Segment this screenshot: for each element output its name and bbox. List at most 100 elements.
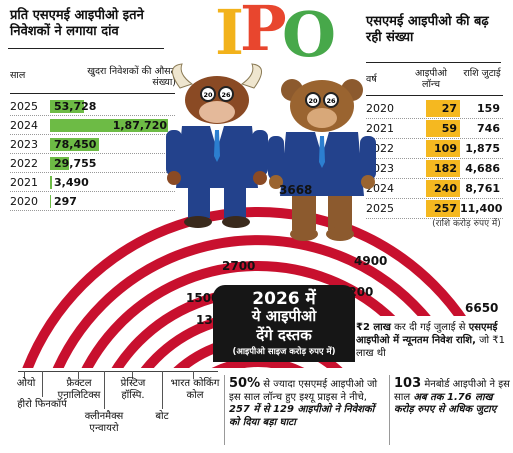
row-divider (10, 153, 175, 154)
company-name: हीरो फिनकॉर्प (17, 399, 67, 410)
timeline-tick (193, 371, 194, 379)
right-table-row: 2021 59 746 (366, 119, 503, 139)
svg-text:26: 26 (326, 97, 336, 105)
arc-mask (352, 316, 513, 368)
badge-line-1: 2026 में (252, 289, 316, 309)
badge-caption: (आइपीओ साइज करोड़ रुपए में) (232, 347, 336, 357)
left-table-row: 2023 78,450 (10, 135, 175, 154)
divider (8, 48, 164, 49)
center-badge: 2026 में ये आइपीओ देंगे दस्तक (आइपीओ साइ… (213, 285, 355, 362)
svg-text:20: 20 (308, 97, 318, 105)
ipo-letter-o: O (282, 0, 337, 71)
row-investors: 53,728 (54, 100, 97, 113)
right-panel-title: एसएमई आइपीओ की बढ़ रही संख्या (366, 14, 489, 45)
stat-emphasis: अब तक 1.76 लाख करोड़ रुपए से अधिक जुटाए (394, 391, 497, 416)
stat-emphasis: 257 में से 129 आइपीओ ने निवेशकों को दिया… (229, 404, 375, 428)
row-fund-raised: 8,761 (465, 182, 500, 195)
row-year: 2023 (10, 138, 38, 151)
investor-bar (50, 157, 69, 170)
timeline-tick (24, 371, 25, 379)
min-investment-note: ₹2 लाख कर दी गई जुलाई से एसएमई आइपीओ में… (356, 321, 508, 360)
stat-text: से ज्यादा एसएमई आइपीओ जो इस साल लॉन्च हु… (229, 379, 378, 403)
row-fund-raised: 746 (477, 122, 500, 135)
right-table-row: 2023 182 4,686 (366, 159, 503, 179)
row-launch-count: 27 (426, 100, 460, 117)
issue-size-value: 3668 (279, 183, 313, 197)
row-divider (10, 191, 175, 192)
col-year-label: वर्ष (366, 74, 377, 85)
row-divider (366, 178, 503, 179)
row-investors: 1,87,720 (112, 119, 167, 132)
left-table-row: 2025 53,728 (10, 97, 175, 116)
row-year: 2021 (10, 176, 38, 189)
min-investment-amount: ₹2 लाख (356, 322, 391, 333)
investor-bar (50, 119, 168, 132)
divider (10, 93, 175, 94)
row-fund-raised: 11,400 (460, 202, 503, 215)
investor-bar (50, 100, 84, 113)
timeline-tick (78, 371, 79, 379)
right-table-row: 2020 27 159 (366, 99, 503, 119)
ipo-letter-p: P (240, 0, 287, 65)
col-year-label: साल (10, 70, 26, 81)
row-fund-raised: 4,686 (465, 162, 500, 175)
row-launch-count: 109 (426, 140, 460, 157)
stat-mainboard-ipos: 103 मेनबोर्ड आइपीओ ने इस साल अब तक 1.76 … (394, 377, 510, 417)
company-name: प्रेस्टिज हॉस्पि. (120, 378, 146, 401)
company-name: भारत कोकिंग कोल (170, 378, 220, 401)
divider (366, 95, 503, 96)
row-divider (10, 172, 175, 173)
note-text: जो ₹1 लाख थी (356, 335, 505, 359)
row-divider (366, 118, 503, 119)
row-divider (10, 134, 175, 135)
row-launch-count: 182 (426, 160, 460, 177)
row-fund-raised: 159 (477, 102, 500, 115)
stat-text: मेनबोर्ड आइपीओ ने इस साल (394, 379, 510, 403)
right-table-row: 2025 257 11,400 (366, 199, 503, 219)
investor-bar (50, 138, 100, 151)
left-table-row: 2020 297 (10, 192, 175, 211)
row-year: 2025 (366, 202, 394, 215)
row-year: 2020 (10, 195, 38, 208)
col-fund-label: राशि जुटाई (463, 68, 501, 79)
right-table-row: 2022 109 1,875 (366, 139, 503, 159)
row-investors: 297 (54, 195, 77, 208)
issue-size-value: 6650 (465, 301, 499, 315)
company-name: फ्रैक्टल एनालिटिक्स (57, 378, 101, 401)
row-investors: 29,755 (54, 157, 97, 170)
row-launch-count: 257 (426, 200, 460, 217)
left-table-row: 2021 3,490 (10, 173, 175, 192)
divider (366, 62, 501, 63)
issue-size-value: 4900 (354, 254, 388, 268)
stat-big-number: 50% (229, 376, 261, 391)
row-divider (10, 115, 175, 116)
row-year: 2021 (366, 122, 394, 135)
divider (224, 375, 225, 445)
company-name: क्लीनमैक्स एन्वायरो (84, 411, 124, 434)
left-table-row: 2022 29,755 (10, 154, 175, 173)
row-year: 2020 (366, 102, 394, 115)
row-divider (366, 158, 503, 159)
badge-line-3: देंगे दस्तक (256, 326, 312, 344)
company-name: बोट (155, 411, 169, 422)
note-text: कर दी गई जुलाई से (390, 322, 469, 333)
row-divider (366, 218, 503, 219)
row-launch-count: 59 (426, 120, 460, 137)
left-table-row: 2024 1,87,720 (10, 116, 175, 135)
ipo-letter-i: I (215, 0, 245, 69)
bull-mascot-illustration: 20 26 (166, 63, 268, 228)
arc-mask (0, 368, 513, 453)
row-divider (366, 198, 503, 199)
divider (389, 375, 390, 445)
row-investors: 3,490 (54, 176, 89, 189)
row-divider (366, 138, 503, 139)
svg-text:26: 26 (221, 91, 231, 99)
issue-size-value: 1500 (186, 291, 220, 305)
badge-line-2: ये आइपीओ (251, 307, 317, 325)
stat-loss-ipos: 50% से ज्यादा एसएमई आइपीओ जो इस साल लॉन्… (229, 376, 385, 429)
row-year: 2025 (10, 100, 38, 113)
note-emphasis: एसएमई आइपीओ में न्यूनतम निवेश राशि, (356, 322, 498, 346)
row-year: 2022 (10, 157, 38, 170)
row-fund-raised: 1,875 (465, 142, 500, 155)
